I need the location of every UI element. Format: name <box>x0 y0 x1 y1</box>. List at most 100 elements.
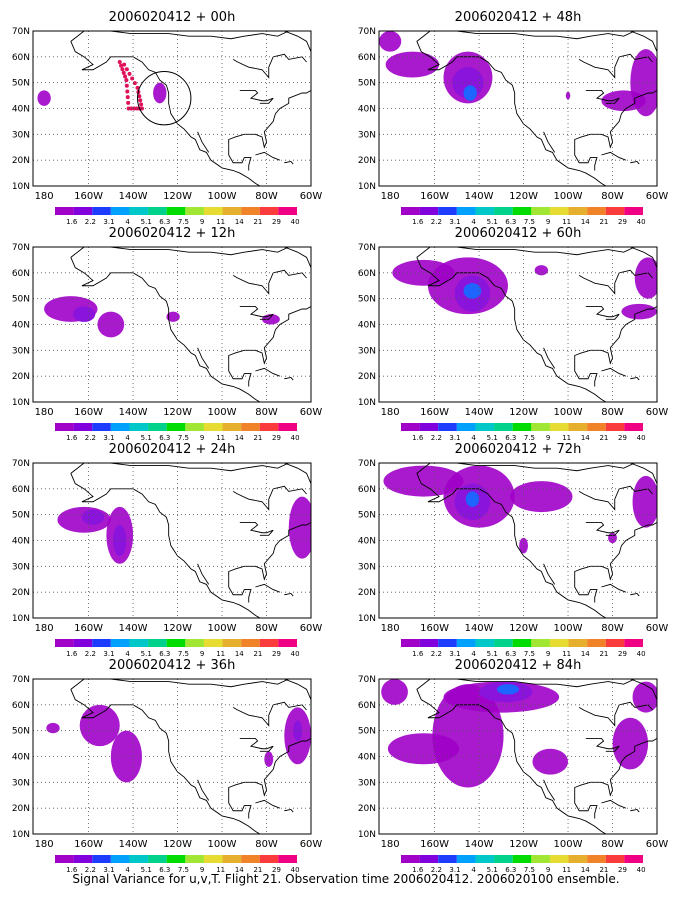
colorbar: 1.6 2.2 3.1 4 5.1 6.3 7.5 9 11 14 21 29 40 <box>401 639 646 658</box>
x-tick-label: 160W <box>420 191 449 202</box>
colorbar-swatch <box>549 207 569 215</box>
x-tick-label: 60W <box>300 839 323 850</box>
colorbar-swatch <box>222 855 242 863</box>
flight-point <box>130 76 135 81</box>
y-tick-label: 50N <box>12 727 30 737</box>
colorbar-label: 9 <box>546 218 550 226</box>
colorbar-swatch <box>203 639 223 647</box>
x-tick-label: 60W <box>646 407 669 418</box>
map-body <box>44 247 311 402</box>
x-tick-label: 120W <box>163 623 192 634</box>
x-tick-label: 160W <box>74 839 103 850</box>
colorbar: 1.6 2.2 3.1 4 5.1 6.3 7.5 9 11 14 21 29 40 <box>55 855 300 874</box>
colorbar-swatch <box>148 207 167 215</box>
colorbar-swatch <box>624 639 643 647</box>
colorbar-swatch <box>419 855 439 863</box>
colorbar-label: 21 <box>253 866 262 874</box>
y-tick-label: 40N <box>358 753 376 763</box>
x-tick-label: 80W <box>601 407 624 418</box>
map-body <box>379 31 657 186</box>
signal-blob <box>113 525 127 556</box>
signal-blob <box>532 748 569 775</box>
colorbar-swatch <box>185 423 204 431</box>
coastline <box>601 151 627 161</box>
colorbar-swatch <box>55 855 74 863</box>
signal-blob <box>534 265 549 276</box>
colorbar-label: 1.6 <box>66 650 78 658</box>
colorbar-swatch <box>203 423 223 431</box>
panel-title: 2006020412 + 60h <box>455 226 582 241</box>
signal-blob <box>612 717 649 770</box>
colorbar-swatch <box>494 639 513 647</box>
coastline <box>416 679 653 690</box>
flight-point <box>117 60 122 64</box>
coastline <box>416 31 653 42</box>
map-body <box>37 31 311 186</box>
map-panel-5: 2006020412 + 24h 180 160W 140W 120W 100W 80W 60… <box>12 442 323 658</box>
colorbar-label: 21 <box>253 218 262 226</box>
colorbar-label: 6.3 <box>505 650 516 658</box>
flight-point <box>125 89 130 94</box>
map-panel-7: 2006020412 + 36h 180 160W 140W 120W 100W 80W 60… <box>12 658 323 874</box>
coastline <box>197 347 210 369</box>
colorbar-label: 14 <box>581 434 590 442</box>
colorbar-label: 5.1 <box>487 866 498 874</box>
colorbar-swatch <box>55 423 74 431</box>
coastline <box>284 247 311 268</box>
x-tick-label: 180 <box>35 839 54 850</box>
colorbar-swatch <box>605 423 625 431</box>
colorbar-label: 3.1 <box>103 218 114 226</box>
colorbar-label: 9 <box>546 434 550 442</box>
x-tick-label: 120W <box>163 191 192 202</box>
coastline <box>543 131 556 153</box>
colorbar-label: 3.1 <box>449 218 460 226</box>
colorbar-swatch <box>438 423 457 431</box>
colorbar-swatch <box>110 423 130 431</box>
colorbar-label: 40 <box>291 434 300 442</box>
signal-blob <box>97 311 125 338</box>
colorbar-label: 11 <box>216 434 225 442</box>
colorbar-swatch <box>512 423 532 431</box>
colorbar-label: 6.3 <box>159 650 170 658</box>
colorbar-label: 21 <box>253 650 262 658</box>
colorbar-label: 4 <box>125 650 130 658</box>
y-tick-label: 10N <box>12 830 30 840</box>
map-body <box>392 247 657 402</box>
map-body <box>383 463 657 618</box>
x-tick-label: 100W <box>554 191 583 202</box>
colorbar-swatch <box>531 855 550 863</box>
colorbar-swatch <box>475 855 495 863</box>
colorbar-swatch <box>587 423 606 431</box>
x-tick-label: 100W <box>554 839 583 850</box>
map-panel-3: 2006020412 + 12h 180 160W 140W 120W 100W 80W 60… <box>12 226 323 442</box>
colorbar-swatch <box>55 639 74 647</box>
map-body <box>57 463 311 618</box>
flight-point <box>124 67 129 72</box>
signal-blob <box>288 496 311 559</box>
y-tick-label: 50N <box>358 511 376 521</box>
signal-blob <box>496 684 520 695</box>
colorbar-label: 5.1 <box>141 866 152 874</box>
colorbar-swatch <box>512 639 532 647</box>
x-tick-label: 120W <box>163 839 192 850</box>
colorbar-label: 7.5 <box>524 218 535 226</box>
colorbar-label: 40 <box>291 218 300 226</box>
colorbar-swatch <box>456 639 476 647</box>
x-tick-label: 100W <box>208 191 237 202</box>
colorbar-swatch <box>278 855 297 863</box>
x-tick-label: 160W <box>74 407 103 418</box>
coastline <box>416 41 607 186</box>
colorbar-label: 2.2 <box>85 434 96 442</box>
coastline <box>228 792 252 819</box>
map-frame <box>378 30 658 187</box>
x-tick-label: 180 <box>381 839 400 850</box>
colorbar-swatch <box>624 855 643 863</box>
colorbar-swatch <box>419 207 439 215</box>
colorbar-swatch <box>549 855 569 863</box>
coastline <box>284 160 294 165</box>
y-tick-label: 30N <box>12 778 30 788</box>
flight-point <box>124 83 129 88</box>
flight-point <box>123 74 128 79</box>
flight-point <box>124 78 129 83</box>
signal-blob <box>46 722 60 734</box>
